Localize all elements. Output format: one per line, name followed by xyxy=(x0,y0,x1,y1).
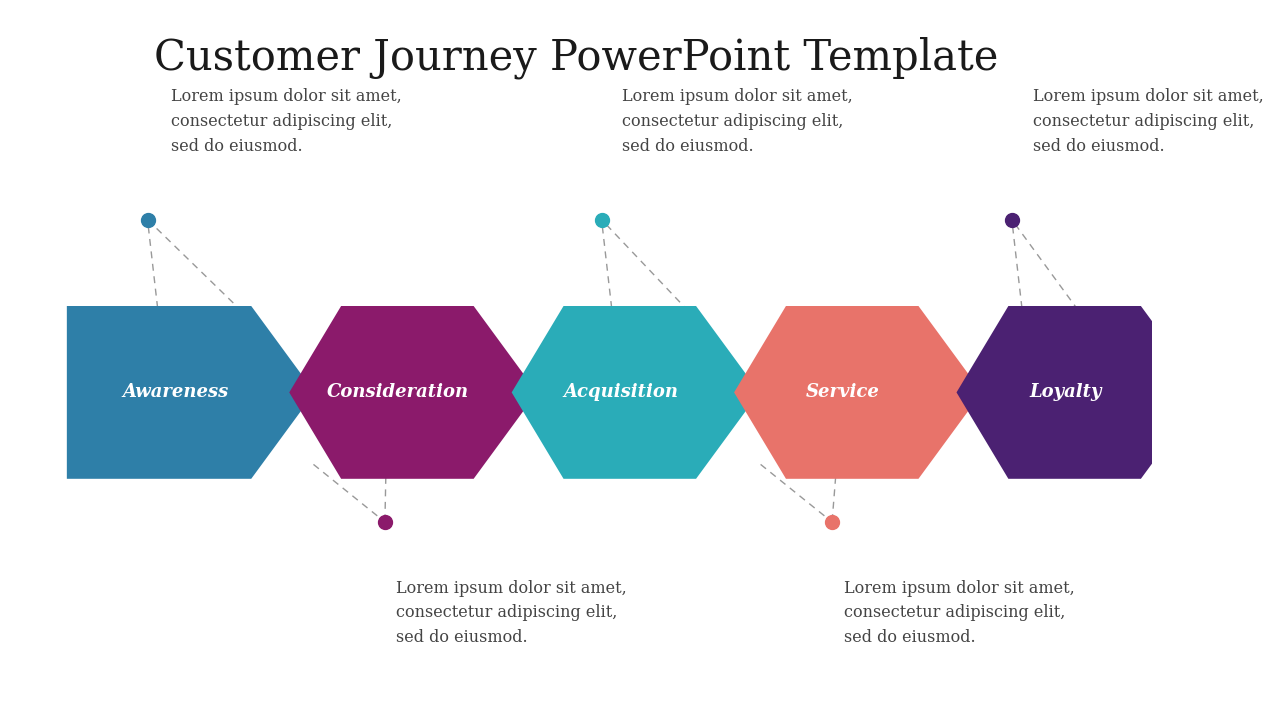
Polygon shape xyxy=(512,306,759,479)
Polygon shape xyxy=(289,306,538,479)
Text: Loyalty: Loyalty xyxy=(1029,383,1102,402)
Text: Lorem ipsum dolor sit amet,
consectetur adipiscing elit,
sed do eiusmod.: Lorem ipsum dolor sit amet, consectetur … xyxy=(397,580,627,647)
Text: Awareness: Awareness xyxy=(123,383,229,402)
Point xyxy=(591,214,612,225)
Text: Consideration: Consideration xyxy=(328,383,470,402)
Polygon shape xyxy=(735,306,982,479)
Point xyxy=(822,516,842,528)
Text: Lorem ipsum dolor sit amet,
consectetur adipiscing elit,
sed do eiusmod.: Lorem ipsum dolor sit amet, consectetur … xyxy=(622,89,852,155)
Polygon shape xyxy=(67,306,315,479)
Text: Lorem ipsum dolor sit amet,
consectetur adipiscing elit,
sed do eiusmod.: Lorem ipsum dolor sit amet, consectetur … xyxy=(170,89,402,155)
Point xyxy=(375,516,396,528)
Text: Customer Journey PowerPoint Template: Customer Journey PowerPoint Template xyxy=(154,36,998,79)
Polygon shape xyxy=(956,306,1204,479)
Text: Service: Service xyxy=(806,383,881,402)
Point xyxy=(1001,214,1021,225)
Text: Lorem ipsum dolor sit amet,
consectetur adipiscing elit,
sed do eiusmod.: Lorem ipsum dolor sit amet, consectetur … xyxy=(1033,89,1263,155)
Text: Lorem ipsum dolor sit amet,
consectetur adipiscing elit,
sed do eiusmod.: Lorem ipsum dolor sit amet, consectetur … xyxy=(844,580,1074,647)
Point xyxy=(137,214,157,225)
Text: Acquisition: Acquisition xyxy=(563,383,678,402)
